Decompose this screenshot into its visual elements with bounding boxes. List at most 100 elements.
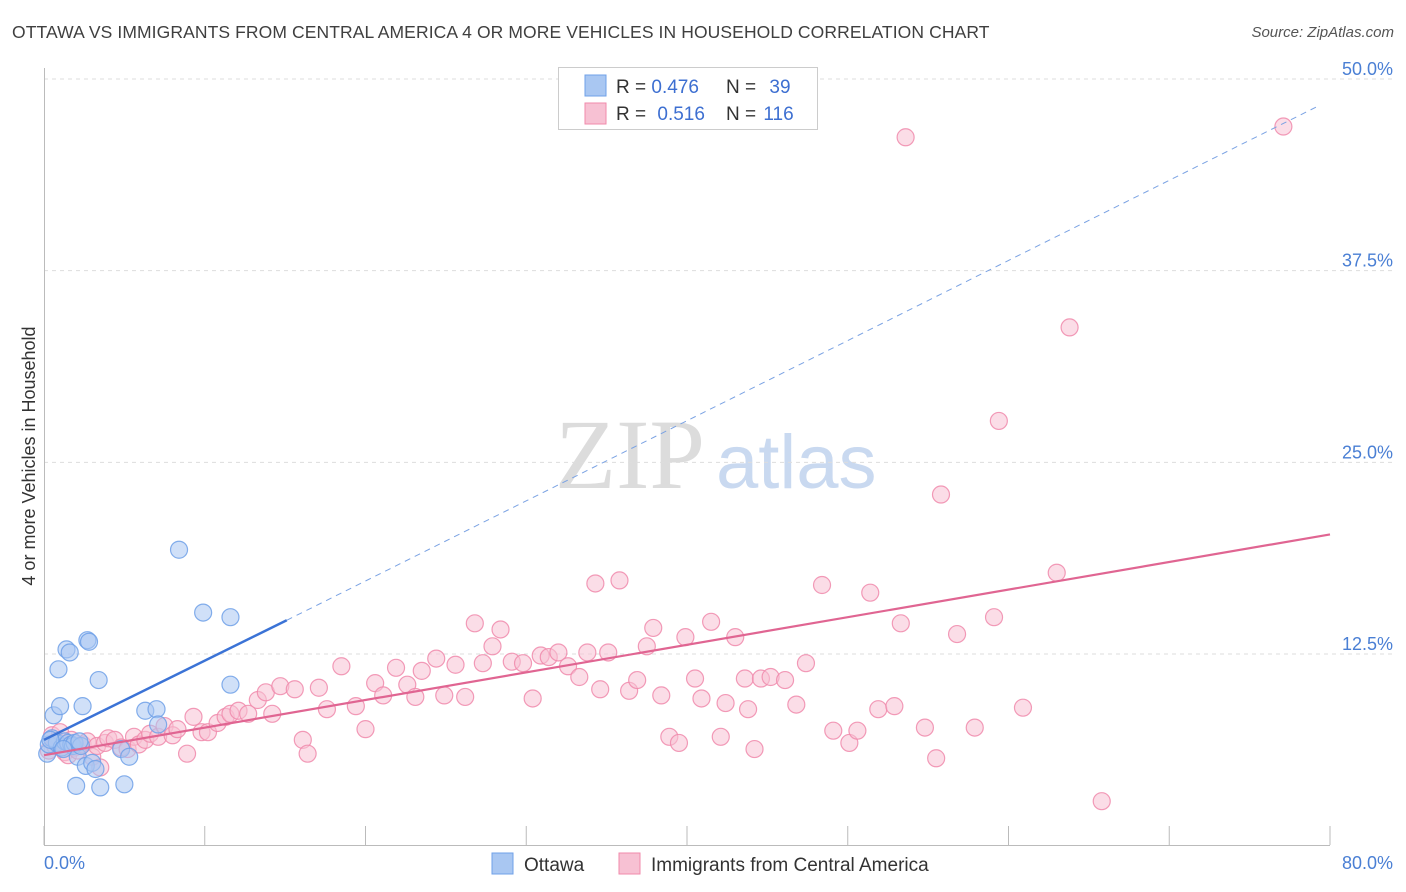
immigrants-point [285, 680, 304, 699]
immigrants-point [1013, 698, 1033, 717]
immigrants-point [824, 721, 843, 740]
ottawa-point [50, 697, 70, 716]
immigrants-point [446, 655, 465, 674]
immigrants-point [869, 700, 888, 719]
immigrants-point [483, 637, 502, 656]
immigrants-point [628, 670, 647, 690]
immigrants-point [1047, 563, 1066, 582]
legend-n-label-ottawa: N = 39 [726, 77, 791, 98]
legend-n-label-immigrants: N = 116 [726, 104, 794, 125]
y-axis-title: 4 or more Vehicles in Household [19, 326, 39, 585]
x-ticks [43, 826, 1331, 845]
legend-r-prefix-ottawa: R = [616, 77, 651, 98]
legend-r-value-ottawa: 0.476 [651, 77, 699, 98]
chart-title: OTTAWA VS IMMIGRANTS FROM CENTRAL AMERIC… [12, 22, 990, 42]
ottawa-point [73, 697, 92, 716]
immigrants-point [685, 669, 705, 688]
immigrants-point [984, 608, 1004, 627]
immigrants-point [523, 689, 542, 708]
immigrants-point [927, 749, 946, 768]
immigrants-point [435, 686, 454, 705]
immigrants-point [586, 574, 605, 593]
legend-r-value-immigrants: 0.516 [657, 104, 705, 125]
immigrants-point [184, 707, 203, 726]
y-tick-label: 25.0% [1342, 442, 1393, 462]
immigrants-point [610, 571, 629, 590]
immigrants-point [177, 744, 197, 763]
immigrants-point [1092, 792, 1111, 811]
trend-lines [43, 106, 1331, 757]
immigrants-point [775, 670, 795, 690]
legend-bottom: Ottawa Immigrants from Central America [491, 852, 929, 876]
ottawa-point [89, 670, 108, 690]
y-tick-labels: 12.5% 25.0% 37.5% 50.0% [1342, 59, 1393, 654]
axes [44, 68, 1330, 846]
immigrants-point [356, 720, 375, 739]
legend-r-label-ottawa: R = 0.476 [616, 77, 699, 98]
immigrants-point [947, 624, 967, 644]
ottawa-point [54, 739, 73, 759]
ottawa-point [60, 643, 79, 662]
immigrants-point [298, 744, 317, 763]
immigrants-point [491, 620, 510, 639]
ottawa-point [194, 603, 213, 622]
gridlines [44, 78, 1393, 655]
immigrants-point [812, 575, 832, 595]
immigrants-point [570, 667, 589, 687]
ottawa-trend-line [43, 619, 288, 741]
immigrants-point [309, 678, 328, 697]
y-tick-label: 37.5% [1342, 251, 1393, 271]
immigrants-point [239, 704, 258, 723]
immigrants-point [549, 643, 568, 662]
ottawa-point [67, 776, 86, 795]
immigrants-trend-line [43, 533, 1331, 757]
immigrants-point [891, 614, 910, 633]
ottawa-point [91, 778, 110, 797]
immigrants-point [652, 686, 671, 705]
immigrants-point [513, 654, 533, 673]
immigrants-point [412, 661, 431, 680]
y-tick-label: 12.5% [1342, 634, 1393, 654]
bottom-legend-swatch-immigrants [618, 852, 641, 875]
immigrants-point [591, 680, 610, 699]
immigrants-point [711, 727, 730, 746]
immigrants-point [1274, 117, 1293, 136]
immigrants-point [317, 700, 337, 719]
immigrants-point [931, 485, 951, 504]
legend-n-value-ottawa: 39 [769, 77, 790, 98]
legend-r-prefix-immigrants: R = [616, 104, 651, 125]
immigrants-point [896, 128, 915, 147]
bottom-legend-swatch-ottawa [491, 852, 514, 875]
ottawa-point [147, 700, 166, 719]
legend-swatch-immigrants [584, 102, 607, 125]
x-tick-label-min: 0.0% [44, 853, 85, 873]
ottawa-point [221, 675, 240, 694]
bottom-legend-label-immigrants: Immigrants from Central America [651, 855, 929, 876]
x-tick-label-max: 80.0% [1342, 853, 1393, 873]
immigrants-point [386, 658, 406, 677]
y-tick-label: 50.0% [1342, 59, 1393, 79]
ottawa-point [86, 759, 105, 779]
immigrants-point [669, 733, 689, 753]
legend-top: R = 0.476 N = 39 R = 0.516 N = 116 [558, 67, 818, 130]
immigrants-point [738, 700, 758, 719]
ottawa-point [169, 540, 189, 559]
series-ottawa-points [38, 540, 240, 797]
immigrants-point [168, 720, 187, 739]
source-credit: Source: ZipAtlas.com [1251, 24, 1394, 41]
immigrants-point [692, 689, 711, 708]
legend-swatch-ottawa [584, 74, 607, 97]
immigrants-point [965, 718, 984, 737]
immigrants-point [989, 411, 1008, 431]
immigrants-point [456, 687, 475, 707]
immigrants-point [465, 614, 484, 633]
immigrants-point [716, 693, 735, 713]
watermark-zip: ZIP [555, 399, 705, 510]
immigrants-point [702, 612, 721, 631]
ottawa-point [120, 747, 139, 766]
immigrants-point [263, 704, 282, 723]
legend-n-value-immigrants: 116 [763, 104, 793, 125]
legend-n-prefix-ottawa: N = [726, 77, 761, 98]
legend-r-label-immigrants: R = 0.516 [616, 104, 705, 125]
